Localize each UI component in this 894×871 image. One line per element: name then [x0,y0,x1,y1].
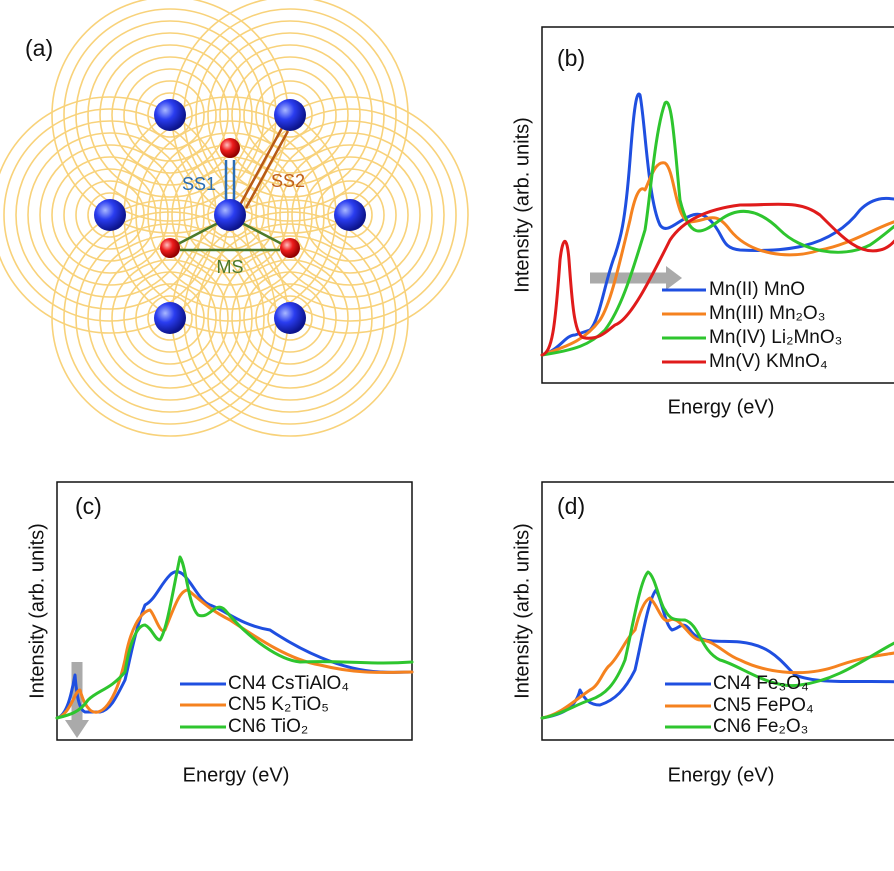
scatterer-atom [220,138,240,158]
legend-label: CN6 TiO₂ [228,716,308,737]
wave-ring [135,80,205,150]
legend-label: Mn(II) MnO [709,279,805,300]
spectrum [540,588,894,720]
wave-ring [327,192,373,238]
wave-ring [231,259,349,377]
wave-ring [219,44,361,186]
legend-label: Mn(V) KMnO₄ [709,351,828,372]
x-axis-label: Energy (eV) [668,396,775,418]
y-axis-label: Intensity (arb. units) [26,523,48,699]
arrow-ms [177,220,221,246]
panel-label: (b) [557,45,585,71]
wave-ring [135,120,325,310]
wave-ring [123,68,217,162]
legend-label: Mn(III) Mn₂O₃ [709,303,825,324]
x-axis-label: Energy (eV) [668,764,775,786]
panel-label: (d) [557,493,585,519]
scatterer-atom [280,238,300,258]
trend-arrow [666,266,682,290]
spectrum [540,596,894,720]
wave-ring [87,192,133,238]
absorber-atom [214,199,246,231]
wave-ring [87,32,253,198]
wave-ring [207,32,373,198]
arrow-ms [239,220,283,246]
spectrum [540,161,894,357]
absorber-atom [154,302,186,334]
panel-label: (c) [75,493,102,519]
legend: Mn(II) MnO Mn(III) Mn₂O₃ Mn(IV) Li₂MnO₃ … [662,279,842,372]
annotation: MS [217,257,244,277]
wave-ring [279,144,421,286]
wave-ring [99,44,241,186]
plot-frame [541,26,894,384]
x-axis-label: Energy (eV) [183,764,290,786]
absorber-atom [334,199,366,231]
spectrum [540,202,894,357]
arrow-ss2 [244,130,290,209]
legend-label: CN5 FePO₄ [713,695,814,716]
wave-ring [267,92,313,138]
legend-label: CN4 CsTiAlO₄ [228,673,349,694]
panel-label: (a) [25,35,53,61]
y-axis-label: Intensity (arb. units) [511,523,533,699]
absorber-atom [274,99,306,131]
wave-ring [243,68,337,162]
wave-ring [255,120,445,310]
legend-label: CN4 Fe₃O₄ [713,673,809,694]
annotation: SS2 [271,171,305,191]
arrow-ss2 [238,127,284,206]
annotation: SS1 [182,174,216,194]
wave-ring [183,168,277,262]
spectrum [540,570,894,720]
plot-frame [541,481,894,741]
arrows [177,127,290,252]
wave-ring [147,295,193,341]
spectrum [55,555,414,720]
wave-ring [207,192,253,238]
absorber-atom [154,99,186,131]
absorber-atom [274,302,306,334]
legend-label: CN5 K₂TiO₅ [228,694,329,715]
plot-frame [56,481,413,741]
absorber-atom [94,199,126,231]
wave-ring [51,156,169,274]
wave-ring [39,144,181,286]
atoms [94,99,366,334]
legend-label: CN6 Fe₂O₃ [713,716,808,737]
wave-ring [267,295,313,341]
spectrum [540,100,894,357]
wave-ring [15,120,205,310]
wave-ring [147,92,193,138]
wave-ring [255,80,325,150]
legend: CN4 CsTiAlO₄ CN5 K₂TiO₅ CN6 TiO₂ [180,673,349,737]
spectrum [540,92,894,357]
y-axis-label: Intensity (arb. units) [511,117,533,293]
wave-ring [147,132,313,298]
wave-ring [75,223,265,413]
wave-ring [111,56,229,174]
legend-label: Mn(IV) Li₂MnO₃ [709,327,842,348]
wave-ring [291,156,409,274]
wave-ring [231,56,349,174]
trend-arrow [65,720,89,738]
wave-ring [195,223,385,413]
wave-ring [111,259,229,377]
scatterer-atom [160,238,180,258]
legend: CN4 Fe₃O₄ CN5 FePO₄ CN6 Fe₂O₃ [665,673,814,737]
